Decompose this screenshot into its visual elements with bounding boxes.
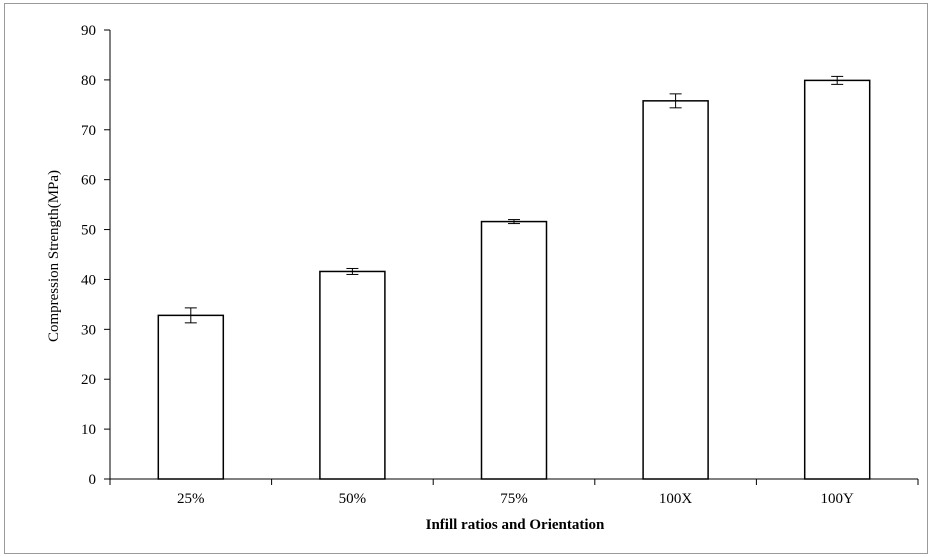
bar <box>158 315 223 479</box>
x-category-label: 100X <box>659 491 693 507</box>
x-category-label: 75% <box>500 491 528 507</box>
bars <box>158 80 869 479</box>
y-tick-label: 0 <box>89 472 97 488</box>
y-tick-label: 10 <box>81 422 96 438</box>
y-axis-title: Compression Strength(MPa) <box>46 170 62 342</box>
bar <box>805 80 870 479</box>
bar <box>320 271 385 479</box>
y-tick-label: 70 <box>81 123 96 139</box>
x-category-label: 25% <box>177 491 205 507</box>
y-tick-label: 30 <box>81 322 96 338</box>
bar <box>482 222 547 479</box>
y-tick-label: 80 <box>81 73 96 89</box>
x-category-label: 50% <box>339 491 367 507</box>
y-tick-label: 50 <box>81 223 96 239</box>
x-axis-ticks: 25% 50% 75% 100X 100Y <box>110 479 918 507</box>
x-axis-title: Infill ratios and Orientation <box>426 517 605 533</box>
y-tick-label: 20 <box>81 372 96 388</box>
y-tick-label: 40 <box>81 272 96 288</box>
bar <box>643 101 708 479</box>
y-axis-ticks: 0 10 20 30 40 50 60 70 80 90 <box>81 23 110 488</box>
y-tick-label: 90 <box>81 23 96 39</box>
x-category-label: 100Y <box>821 491 855 507</box>
y-tick-label: 60 <box>81 173 96 189</box>
